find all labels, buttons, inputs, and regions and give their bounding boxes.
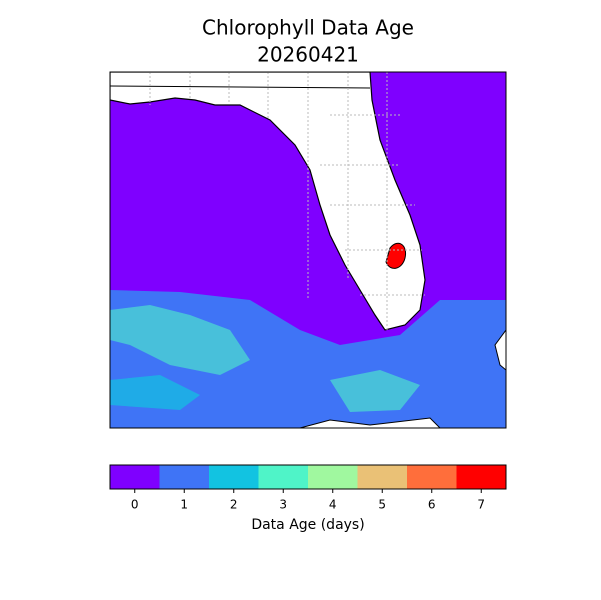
- map: [109, 71, 507, 429]
- colorbar-tick-label: 5: [378, 498, 386, 512]
- grid: [149, 72, 425, 330]
- map-title: Chlorophyll Data Age: [202, 16, 414, 40]
- colorbar-segment: [258, 465, 309, 489]
- ocean-age-3: [330, 370, 420, 412]
- colorbar-label: Data Age (days): [251, 517, 364, 533]
- colorbar-segment: [110, 465, 160, 489]
- bahamas-land: [494, 329, 506, 371]
- colorbar-segment: [159, 465, 210, 489]
- colorbar-segment: [407, 465, 457, 489]
- colorbar-segment: [209, 465, 259, 489]
- colorbar-tick-label: 3: [279, 498, 287, 512]
- ocean-age-2: [110, 375, 200, 410]
- colorbar-tick-label: 1: [180, 498, 188, 512]
- florida-land: [110, 72, 426, 331]
- colorbar-tick-label: 2: [230, 498, 238, 512]
- colorbar-tick-label: 6: [428, 498, 436, 512]
- colorbar-segment: [456, 465, 507, 489]
- cuba-land: [299, 417, 441, 428]
- colorbar-tick-label: 0: [131, 498, 139, 512]
- colorbar-tick-label: 4: [329, 498, 337, 512]
- colorbar-tick-label: 7: [477, 498, 485, 512]
- map-frame: [109, 71, 507, 429]
- state-border: [110, 85, 371, 89]
- map-date: 20260421: [257, 43, 359, 67]
- colorbar-segment: [357, 465, 408, 489]
- colorbar: 0 1 2 3 4 5 6 7: [109, 464, 507, 512]
- colorbar-frame: [109, 464, 507, 490]
- ocean-age-3: [110, 305, 250, 375]
- colorbar-segment: [308, 465, 358, 489]
